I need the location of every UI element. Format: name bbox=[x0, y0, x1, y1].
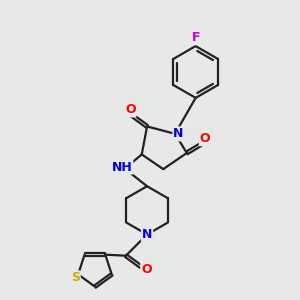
Text: O: O bbox=[200, 132, 210, 145]
Text: S: S bbox=[71, 272, 80, 284]
Text: O: O bbox=[141, 263, 152, 276]
Text: F: F bbox=[191, 31, 200, 44]
Text: N: N bbox=[173, 127, 184, 140]
Text: O: O bbox=[125, 103, 136, 116]
Text: NH: NH bbox=[112, 160, 132, 174]
Text: N: N bbox=[142, 228, 152, 241]
